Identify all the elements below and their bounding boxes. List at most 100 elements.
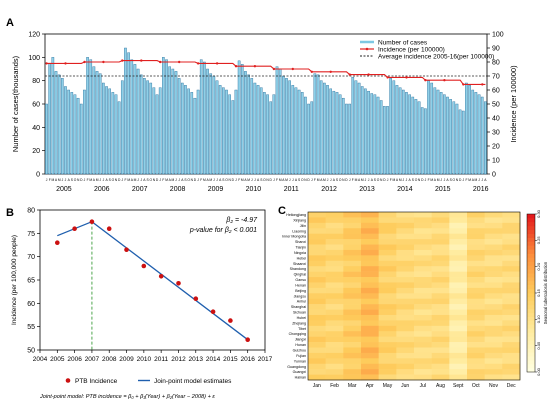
month-letter: J xyxy=(349,178,351,182)
heatmap-cell xyxy=(431,336,450,343)
heatmap-cell xyxy=(308,277,326,283)
case-bar xyxy=(218,85,222,175)
y-tick-label: 60 xyxy=(32,102,40,109)
heatmap-cell xyxy=(325,304,344,310)
heatmap-cell xyxy=(325,271,344,278)
y2-tick-label: 10 xyxy=(492,158,500,165)
heatmap-cell xyxy=(484,314,503,321)
case-bar xyxy=(408,94,411,175)
heatmap-cell xyxy=(502,374,521,381)
legend-label: Number of cases xyxy=(378,40,428,47)
heatmap-cell xyxy=(325,374,344,381)
heatmap-cell xyxy=(396,304,415,310)
heatmap-cell xyxy=(467,222,485,229)
heatmap-cell xyxy=(361,233,379,240)
heatmap-cell xyxy=(361,325,379,332)
panel-label: B xyxy=(6,207,14,219)
year-label: 2006 xyxy=(94,186,110,193)
heatmap-cell xyxy=(308,320,326,327)
heatmap-cell xyxy=(467,331,485,337)
case-bar xyxy=(105,86,108,175)
case-bar xyxy=(376,96,380,175)
colorbar-segment xyxy=(527,352,535,357)
heatmap-cell xyxy=(343,298,362,305)
province-label: Tianjin xyxy=(296,246,306,250)
colorbar-segment xyxy=(527,320,535,325)
heatmap-cell xyxy=(467,239,485,245)
heatmap-cell xyxy=(431,287,450,294)
heatmap-cell xyxy=(484,298,503,305)
month-letter: F xyxy=(465,178,467,182)
colorbar-segment xyxy=(527,360,535,365)
heatmap-cell xyxy=(325,298,344,305)
heatmap-cell xyxy=(308,233,326,240)
incidence-point xyxy=(121,59,124,62)
heatmap-cell xyxy=(414,304,432,310)
case-bar xyxy=(199,59,203,175)
province-label: Liaoning xyxy=(292,229,306,233)
case-bar xyxy=(335,92,339,175)
case-bar xyxy=(455,103,459,175)
province-label: Jiangxi xyxy=(295,338,306,342)
heatmap-cell xyxy=(467,244,485,251)
heatmap-cell xyxy=(343,282,362,289)
incidence-point xyxy=(228,318,233,323)
heatmap-cell xyxy=(361,342,379,348)
heatmap-cell xyxy=(308,363,326,370)
heatmap-cell xyxy=(449,347,468,354)
incidence-point xyxy=(193,296,199,301)
month-letter: S xyxy=(298,178,301,182)
heatmap-cell xyxy=(414,239,432,245)
month-letter: M xyxy=(355,178,358,182)
heatmap-cell xyxy=(414,249,432,256)
case-bar xyxy=(474,92,478,175)
month-letter: D xyxy=(80,178,83,182)
month-letter: J xyxy=(197,178,199,182)
colorbar-segment xyxy=(527,285,535,290)
year-label: 2013 xyxy=(359,186,375,193)
colorbar-segment xyxy=(527,273,535,278)
case-bar xyxy=(417,101,421,175)
heatmap-cell xyxy=(431,293,450,300)
case-bar xyxy=(341,97,345,175)
incidence-point xyxy=(481,83,484,86)
heatmap-cell xyxy=(502,363,521,370)
month-letter: A xyxy=(206,178,209,182)
case-bar xyxy=(443,94,446,175)
month-label: Nov xyxy=(489,383,498,389)
panel-a: A 0 20 40 60 80 100 120 0 10 20 30 40 50 60 70 80 90 100 Nu… xyxy=(0,0,560,195)
heatmap-cell xyxy=(502,287,521,294)
heatmap-cell xyxy=(378,369,397,375)
case-bar xyxy=(54,71,58,175)
heatmap-cell xyxy=(414,212,432,218)
heatmap-cell xyxy=(484,282,503,289)
case-bar xyxy=(405,92,408,175)
case-bar xyxy=(316,74,320,175)
heatmap-cell xyxy=(396,342,415,348)
incidence-point xyxy=(234,65,238,68)
month-letter: J xyxy=(137,178,139,182)
heatmap-cell xyxy=(502,352,521,359)
heatmap-cell xyxy=(308,352,326,359)
y2-tick-label: 40 xyxy=(492,116,500,123)
heatmap-cell xyxy=(467,314,485,321)
heatmap-cell xyxy=(396,282,415,289)
month-letter: S xyxy=(450,178,453,182)
case-bar xyxy=(240,64,244,175)
heatmap-cell xyxy=(361,374,379,381)
month-letter: O xyxy=(377,178,380,182)
heatmap-cell xyxy=(396,298,415,305)
case-bar xyxy=(329,88,333,175)
heatmap-cell xyxy=(502,255,521,262)
province-label: Hunan xyxy=(295,343,306,347)
incidence-point xyxy=(367,73,370,76)
case-bar xyxy=(83,89,86,175)
heatmap-cell xyxy=(396,271,415,278)
heatmap-cell xyxy=(449,228,468,234)
heatmap-cell xyxy=(484,336,503,343)
colorbar-segment xyxy=(527,237,535,242)
heatmap-cell xyxy=(308,217,326,224)
heatmap-cell xyxy=(343,239,362,245)
heatmap-cell xyxy=(484,342,503,348)
colorbar-segment xyxy=(527,344,535,349)
